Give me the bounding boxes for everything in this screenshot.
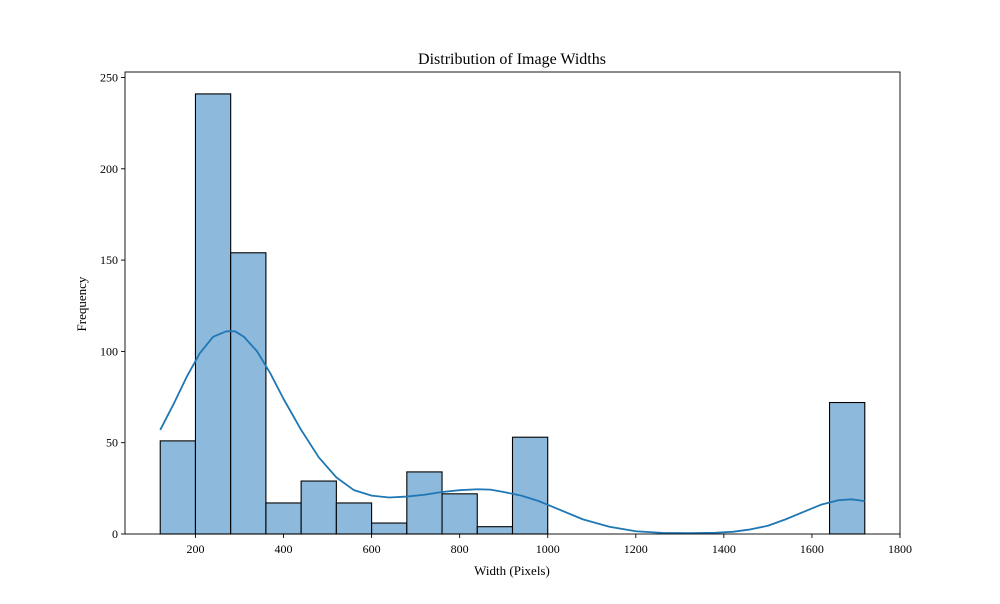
plot-frame (124, 71, 901, 535)
histogram-bar (441, 493, 478, 535)
histogram-bar (265, 502, 302, 535)
x-tick-label: 1600 (800, 542, 824, 556)
histogram-bar (476, 526, 514, 535)
y-tick-label: 250 (100, 70, 118, 84)
kde-line (159, 330, 865, 534)
y-axis-label: Frequency (74, 276, 89, 331)
x-tick-label: 1800 (888, 542, 912, 556)
histogram-bar (406, 471, 443, 535)
histogram-bars (159, 93, 866, 535)
x-tick-label: 600 (363, 542, 381, 556)
y-tick-label: 100 (100, 344, 118, 358)
histogram-bar (230, 252, 267, 535)
y-tick-label: 0 (112, 527, 118, 541)
x-tick-label: 200 (186, 542, 204, 556)
x-tick-label: 1200 (624, 542, 648, 556)
histogram-bar (300, 480, 337, 535)
histogram-bar (371, 522, 408, 535)
y-tick-label: 150 (100, 253, 118, 267)
y-tick-label: 50 (106, 436, 118, 450)
x-axis-label: Width (Pixels) (474, 563, 550, 578)
x-tick-label: 400 (275, 542, 293, 556)
y-tick-label: 200 (100, 162, 118, 176)
kde-curve-group (159, 330, 865, 534)
axes: 200 400 600 800 1000 1200 1400 1600 1800 0 50 100 15… (100, 70, 912, 556)
histogram-bar (828, 401, 866, 535)
histogram-bar (335, 502, 373, 535)
histogram-bar (194, 93, 232, 535)
x-tick-label: 1400 (712, 542, 736, 556)
chart-title: Distribution of Image Widths (418, 51, 606, 68)
histogram-bar (511, 436, 549, 535)
histogram-bar (159, 440, 197, 535)
x-tick-label: 800 (451, 542, 469, 556)
x-tick-label: 1000 (536, 542, 560, 556)
